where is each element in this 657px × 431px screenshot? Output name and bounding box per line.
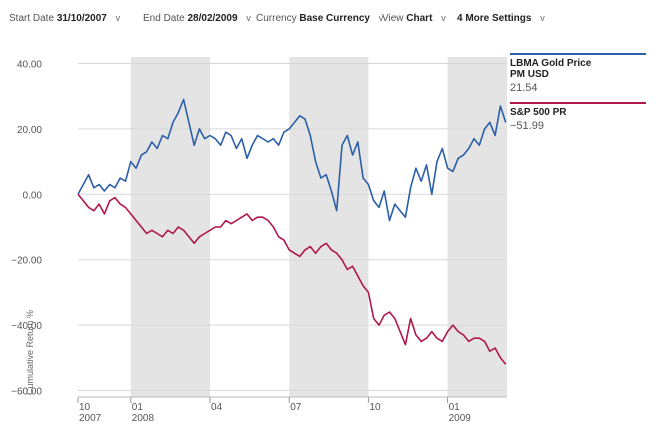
legend-name-gold: LBMA Gold Price PM USD (510, 58, 592, 80)
start-date-label: Start Date (9, 13, 55, 24)
chevron-down-icon: v (246, 13, 251, 23)
end-date-selector[interactable]: End Date 28/02/2009 v (143, 13, 251, 24)
x-tick-label: 01 (132, 402, 144, 413)
y-tick-label: −60.00 (11, 386, 42, 397)
view-label: View (382, 13, 404, 24)
chevron-down-icon: v (540, 13, 545, 23)
currency-value: Base Currency (299, 13, 370, 24)
chevron-down-icon: v (378, 13, 384, 23)
y-tick-label: 20.00 (17, 125, 42, 136)
currency-selector[interactable]: Currency Base Currency v (256, 13, 383, 24)
x-tick-label: 01 (449, 402, 461, 413)
legend-value-gold: 21.54 (510, 82, 538, 94)
currency-label: Currency (256, 13, 297, 24)
shaded-band-0 (130, 57, 210, 397)
series-line-sp500 (77, 193, 507, 365)
y-tick-label: 40.00 (17, 60, 42, 71)
shaded-band-1 (289, 57, 369, 397)
chevron-down-icon: v (115, 13, 121, 23)
start-date-value: 31/10/2007 (56, 13, 107, 24)
x-tick-year-label: 2007 (79, 413, 102, 424)
y-tick-label: −20.00 (11, 256, 42, 267)
more-settings-button[interactable]: 4 More Settings v (457, 13, 545, 24)
chevron-down-icon: v (441, 13, 446, 23)
legend-entry-sp500[interactable]: S&P 500 PR −51.99 (510, 102, 650, 132)
legend-swatch-sp500 (510, 102, 646, 104)
settings-toolbar: Start Date 31/10/2007 v End Date 28/02/2… (0, 0, 657, 46)
x-tick-label: 10 (369, 402, 381, 413)
y-axis-label: Cumulative Return % (25, 310, 35, 395)
x-tick-label: 10 (79, 402, 91, 413)
x-tick-label: 04 (211, 402, 223, 413)
end-date-value: 28/02/2009 (187, 13, 238, 24)
series-line-gold (77, 98, 507, 222)
end-date-label: End Date (143, 13, 185, 24)
legend-swatch-gold (510, 53, 646, 55)
view-value: Chart (406, 13, 433, 24)
y-tick-label: 0.00 (23, 190, 43, 201)
start-date-selector[interactable]: Start Date 31/10/2007 v (9, 13, 120, 24)
x-tick-year-label: 2009 (449, 413, 472, 424)
chart-legend: LBMA Gold Price PM USD 21.54 S&P 500 PR … (510, 53, 650, 140)
legend-entry-gold[interactable]: LBMA Gold Price PM USD 21.54 (510, 53, 650, 94)
x-tick-label: 07 (290, 402, 302, 413)
legend-name-sp500: S&P 500 PR (510, 107, 567, 118)
view-selector[interactable]: View Chart v (382, 13, 446, 24)
legend-value-sp500: −51.99 (510, 120, 544, 132)
x-tick-year-label: 2008 (132, 413, 155, 424)
shaded-band-2 (447, 57, 507, 397)
more-settings-label: 4 More Settings (457, 13, 532, 24)
y-tick-label: −40.00 (11, 321, 42, 332)
